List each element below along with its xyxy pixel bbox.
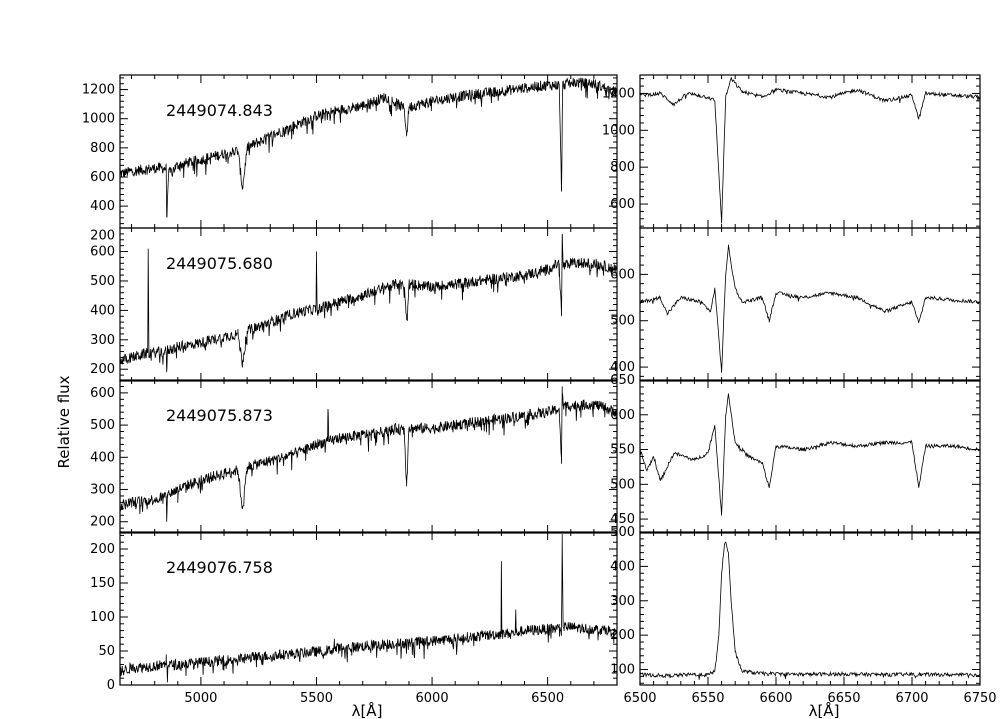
- y-tick-label-zoom-3: 500: [610, 477, 635, 492]
- y-tick-label-zoom-4: 400: [610, 559, 635, 574]
- series-line-zoom-4: [640, 541, 980, 680]
- y-tick-label-zoom-1: 600: [610, 197, 635, 212]
- y-tick-label-full-3: 300: [90, 483, 115, 498]
- y-tick-label-zoom-3: 600: [610, 408, 635, 423]
- frame-full-4: [119, 531, 618, 686]
- y-tick-label-full-4: 50: [98, 644, 115, 659]
- panel-date-label-3: 2449075.873: [166, 406, 273, 425]
- panel-zoom-2: 400 500 600: [610, 227, 981, 382]
- x-tick-label-zoom-4: 6750: [963, 691, 996, 706]
- y-tick-label-zoom-1: 1000: [602, 123, 635, 138]
- y-tick-label-full-3: 600: [90, 386, 115, 401]
- x-tick-label-zoom-4: 6650: [827, 691, 860, 706]
- series-line-full-1: [120, 77, 617, 218]
- y-tick-label-full-1: 400: [90, 199, 115, 214]
- y-tick-label-full-2: 200: [90, 362, 115, 377]
- x-tick-label-full-4: 6500: [531, 691, 564, 706]
- series-line-full-3: [120, 386, 617, 522]
- frame-full-2: [119, 227, 618, 382]
- panel-date-label-1: 2449074.843: [166, 101, 273, 120]
- y-tick-label-full-1: 800: [90, 141, 115, 156]
- y-tick-label-zoom-3: 450: [610, 512, 635, 527]
- y-tick-label-zoom-4: 500: [610, 525, 635, 540]
- y-tick-label-full-1: 1200: [82, 83, 115, 98]
- y-tick-label-zoom-2: 500: [610, 314, 635, 329]
- panel-full-4: 0 50 100 150 200 5000 5500 6000 6500 2449076.758: [90, 531, 618, 706]
- x-tick-label-full-4: 6000: [416, 691, 449, 706]
- y-tick-label-zoom-1: 1200: [602, 86, 635, 101]
- panel-zoom-3: 450 500 550 600 650: [610, 373, 981, 534]
- panel-full-3: 200 300 400 500 600 2449075.873: [90, 379, 618, 534]
- y-tick-label-full-3: 200: [90, 515, 115, 530]
- x-tick-label-zoom-4: 6600: [759, 691, 792, 706]
- y-tick-label-full-4: 0: [107, 678, 115, 693]
- frame-zoom-1: [639, 74, 981, 229]
- series-line-zoom-3: [640, 393, 980, 516]
- panels-layer: 200400600800100012002449074.843600800100…: [82, 74, 997, 706]
- y-tick-label-full-1: 600: [90, 170, 115, 185]
- x-tick-label-zoom-4: 6500: [623, 691, 656, 706]
- frame-full-1: [119, 74, 618, 229]
- panel-zoom-1: 600 800 1000 1200: [602, 74, 981, 229]
- y-tick-label-full-2: 300: [90, 333, 115, 348]
- frame-zoom-3: [639, 379, 981, 534]
- panel-full-1: 200 400 600 800 1000 1200 2449074.843: [82, 74, 618, 243]
- y-tick-label-zoom-4: 200: [610, 628, 635, 643]
- y-tick-label-zoom-3: 650: [610, 373, 635, 388]
- panel-zoom-4: 100 200 300 400 500 6500 6550 6600 6650 6700 6750: [610, 525, 996, 706]
- x-tick-label-full-4: 5500: [300, 691, 333, 706]
- y-axis-title: Relative flux: [55, 375, 73, 468]
- y-tick-label-full-4: 100: [90, 610, 115, 625]
- y-tick-label-full-4: 200: [90, 542, 115, 557]
- panel-full-2: 200 300 400 500 600 2449075.680: [90, 227, 618, 382]
- x-tick-label-full-4: 5000: [184, 691, 217, 706]
- series-line-zoom-2: [640, 244, 980, 373]
- series-line-full-4: [120, 533, 617, 683]
- y-tick-label-full-4: 150: [90, 576, 115, 591]
- series-line-full-2: [120, 233, 617, 373]
- y-tick-label-full-1: 1000: [82, 112, 115, 127]
- panel-date-label-4: 2449076.758: [166, 558, 273, 577]
- y-tick-label-zoom-1: 800: [610, 160, 635, 175]
- x-tick-label-zoom-4: 6550: [691, 691, 724, 706]
- y-tick-label-full-3: 400: [90, 450, 115, 465]
- y-tick-label-zoom-2: 400: [610, 360, 635, 375]
- y-tick-label-full-2: 600: [90, 245, 115, 260]
- x-axis-title-zoom: λ[Å]: [809, 701, 840, 719]
- x-axis-title-full: λ[Å]: [352, 701, 383, 719]
- frame-full-3: [119, 379, 618, 534]
- y-tick-label-zoom-2: 600: [610, 267, 635, 282]
- y-tick-label-zoom-4: 100: [610, 663, 635, 678]
- y-tick-label-full-1: 200: [90, 228, 115, 243]
- frame-zoom-2: [639, 227, 981, 382]
- panel-date-label-2: 2449075.680: [166, 254, 273, 273]
- y-tick-label-zoom-3: 550: [610, 443, 635, 458]
- frame-zoom-4: [639, 531, 981, 686]
- y-tick-label-full-2: 500: [90, 274, 115, 289]
- y-tick-label-full-2: 400: [90, 303, 115, 318]
- y-tick-label-full-3: 500: [90, 418, 115, 433]
- series-line-zoom-1: [640, 77, 980, 224]
- x-tick-label-zoom-4: 6700: [895, 691, 928, 706]
- y-tick-label-zoom-4: 300: [610, 594, 635, 609]
